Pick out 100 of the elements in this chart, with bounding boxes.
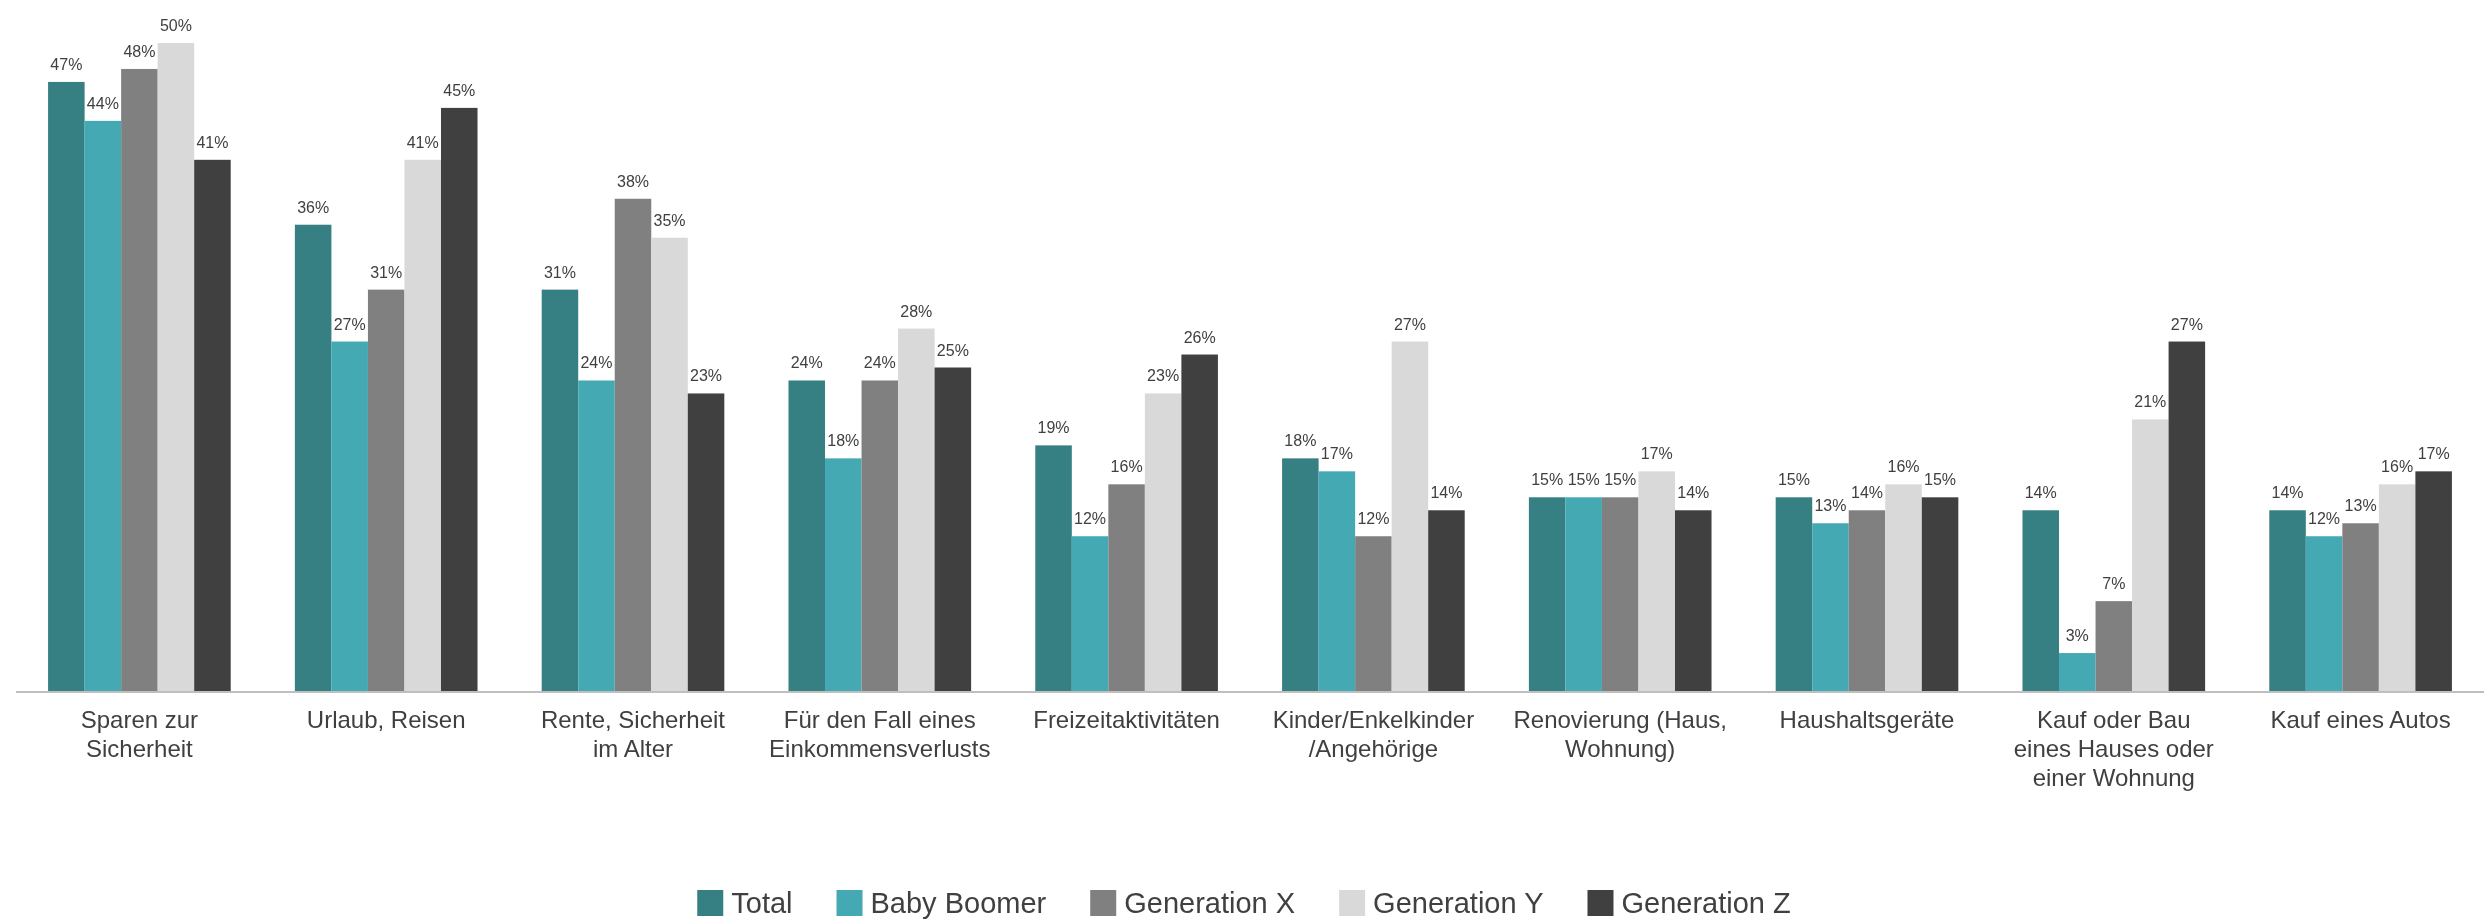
bar xyxy=(2305,536,2343,692)
legend-label: Total xyxy=(731,887,793,919)
data-label: 14% xyxy=(1430,484,1463,502)
bar xyxy=(1565,497,1602,692)
bar xyxy=(1428,510,1465,692)
bar xyxy=(1181,354,1218,692)
bar xyxy=(687,393,725,692)
x-tick-label: Kauf oder Bau eines Hauses oder einer Wohnung xyxy=(2013,706,2214,791)
bar xyxy=(861,380,899,692)
data-label: 14% xyxy=(2271,484,2304,502)
x-tick-label: Freizeitaktivitäten xyxy=(1033,706,1220,733)
legend-label: Generation X xyxy=(1124,887,1296,919)
data-label: 14% xyxy=(1850,484,1884,502)
data-label: 16% xyxy=(1110,458,1143,476)
data-label: 31% xyxy=(543,263,576,281)
legend-label: Generation Z xyxy=(1621,887,1791,919)
data-label: 13% xyxy=(2344,497,2377,515)
data-label: 35% xyxy=(653,211,686,229)
bar xyxy=(578,380,615,692)
data-label: 13% xyxy=(1814,497,1847,515)
data-label: 7% xyxy=(2102,575,2126,593)
bar xyxy=(541,289,579,692)
bar xyxy=(1528,497,1566,692)
bar xyxy=(194,159,231,692)
data-label: 41% xyxy=(196,133,229,151)
data-label: 38% xyxy=(616,172,650,190)
legend-label: Baby Boomer xyxy=(870,887,1047,919)
bar xyxy=(1144,393,1182,692)
data-label: 15% xyxy=(1567,471,1600,489)
bar xyxy=(2059,653,2096,692)
bar xyxy=(1674,510,1712,692)
data-label: 18% xyxy=(827,432,860,450)
data-label: 31% xyxy=(370,263,403,281)
bar xyxy=(331,341,368,692)
data-label: 26% xyxy=(1183,328,1216,346)
data-label: 12% xyxy=(1074,510,1107,528)
bar xyxy=(2415,471,2452,692)
bar xyxy=(440,107,478,692)
bar xyxy=(404,159,441,692)
bar xyxy=(367,289,405,692)
bar xyxy=(1035,445,1072,692)
bar xyxy=(2378,484,2416,692)
bar xyxy=(1282,458,1319,692)
data-label: 14% xyxy=(2024,484,2057,502)
data-label: 12% xyxy=(1357,510,1390,528)
data-label: 14% xyxy=(1677,484,1710,502)
x-tick-label: Haushaltsgeräte xyxy=(1779,706,1955,733)
bar xyxy=(48,81,85,692)
data-label: 36% xyxy=(297,198,330,216)
x-tick-label: Renovierung (Haus, Wohnung) xyxy=(1513,706,1727,762)
x-tick-label: Rente, Sicherheit im Alter xyxy=(540,706,726,762)
data-label: 23% xyxy=(690,367,723,385)
data-label: 16% xyxy=(2381,458,2414,476)
bar xyxy=(898,328,935,692)
data-label: 27% xyxy=(333,315,366,333)
bar xyxy=(2132,419,2169,692)
bar xyxy=(1638,471,1675,692)
data-label: 25% xyxy=(936,341,969,359)
bar xyxy=(2095,601,2133,692)
data-label: 24% xyxy=(863,354,896,372)
bar xyxy=(1071,536,1109,692)
data-label: 48% xyxy=(123,42,156,60)
data-label: 17% xyxy=(2417,445,2450,463)
bar xyxy=(614,198,652,692)
data-label: 24% xyxy=(790,354,823,372)
data-label: 44% xyxy=(86,94,119,112)
bar xyxy=(825,458,862,692)
bar xyxy=(1391,341,1429,692)
bar xyxy=(294,224,332,692)
data-label: 15% xyxy=(1604,471,1637,489)
bar xyxy=(2168,341,2206,692)
data-label: 15% xyxy=(1924,471,1957,489)
data-label: 41% xyxy=(406,133,439,151)
data-label: 24% xyxy=(580,354,613,372)
data-label: 15% xyxy=(1531,471,1564,489)
data-label: 17% xyxy=(1640,445,1673,463)
data-label: 12% xyxy=(2308,510,2341,528)
x-tick-label: Kinder/Enkelkinder /Angehörige xyxy=(1272,706,1475,762)
data-label: 50% xyxy=(159,17,192,34)
bar xyxy=(1775,497,1813,692)
data-label: 28% xyxy=(900,302,933,320)
x-tick-label: Urlaub, Reisen xyxy=(306,706,466,733)
bar xyxy=(1848,510,1886,692)
legend-label: Generation Y xyxy=(1373,887,1544,919)
data-label: 27% xyxy=(2170,315,2203,333)
data-label: 19% xyxy=(1037,419,1070,437)
bar xyxy=(788,380,826,692)
data-label: 27% xyxy=(1393,315,1426,333)
bar xyxy=(1921,497,1959,692)
x-tick-label: Kauf eines Autos xyxy=(2270,706,2451,733)
data-label: 3% xyxy=(2065,627,2089,645)
bar xyxy=(1601,497,1639,692)
data-label: 47% xyxy=(50,55,83,73)
data-label: 18% xyxy=(1284,432,1317,450)
x-tick-label: Für den Fall eines Einkommensverlusts xyxy=(769,706,991,762)
bar xyxy=(84,120,122,692)
bar xyxy=(1885,484,1922,692)
bar xyxy=(1318,471,1356,692)
bar xyxy=(121,68,158,692)
bar xyxy=(651,237,688,692)
